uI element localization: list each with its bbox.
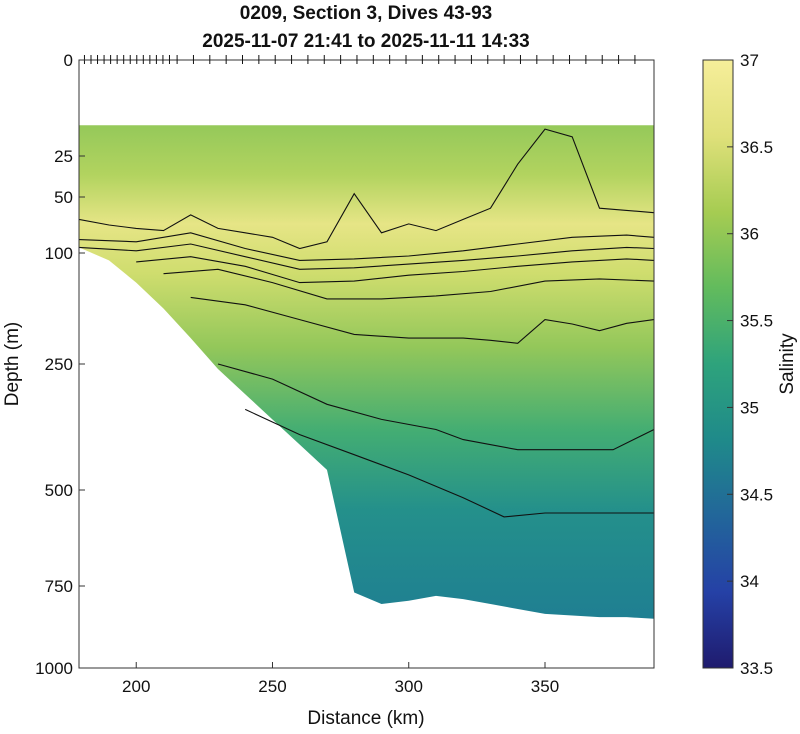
y-tick-label: 500 [45, 481, 73, 500]
colorbar-tick-label: 34 [740, 572, 759, 591]
y-axis-label: Depth (m) [2, 322, 23, 406]
contour-line [244, 408, 654, 518]
x-tick-label: 200 [122, 677, 150, 696]
colorbar-tick-label: 33.5 [740, 659, 773, 678]
y-tick-label: 250 [45, 355, 73, 374]
x-tick-label: 250 [258, 677, 286, 696]
contour-line [190, 296, 654, 344]
contour-line [163, 268, 654, 300]
dive-markers [83, 55, 636, 64]
salinity-field [79, 125, 654, 619]
colorbar-tick-label: 36.5 [740, 138, 773, 157]
contour-line [79, 232, 654, 261]
y-tick-label: 1000 [35, 659, 73, 678]
x-axis-label: Distance (km) [307, 708, 424, 729]
contour-line [217, 363, 654, 451]
chart-title-line-1: 0209, Section 3, Dives 43-93 [240, 3, 492, 24]
contour-line [136, 256, 654, 284]
x-tick-label: 350 [531, 677, 559, 696]
colorbar-label: Salinity [777, 333, 798, 395]
y-tick-label: 100 [45, 244, 73, 263]
plot-area [79, 125, 654, 619]
y-axis: 0 25 50 100 250 500 750 1000 [35, 51, 85, 678]
colorbar-tick-label: 37 [740, 51, 759, 70]
chart-title-line-2: 2025-11-07 21:41 to 2025-11-11 14:33 [202, 31, 529, 52]
contour-line [79, 128, 654, 250]
y-tick-label: 50 [54, 188, 73, 207]
contour-line [79, 243, 654, 270]
x-axis: 200 250 300 350 [122, 662, 559, 696]
contour-lines [79, 128, 654, 518]
y-tick-label: 25 [54, 147, 73, 166]
x-tick-label: 300 [395, 677, 423, 696]
y-tick-label: 750 [45, 577, 73, 596]
colorbar [702, 59, 734, 669]
colorbar-tick-label: 35 [740, 398, 759, 417]
y-tick-label: 0 [64, 51, 73, 70]
colorbar-tick-label: 36 [740, 225, 759, 244]
colorbar-ticks: 33.5 34 34.5 35 35.5 36 36.5 37 [727, 51, 773, 678]
colorbar-tick-label: 35.5 [740, 312, 773, 331]
colorbar-tick-label: 34.5 [740, 485, 773, 504]
